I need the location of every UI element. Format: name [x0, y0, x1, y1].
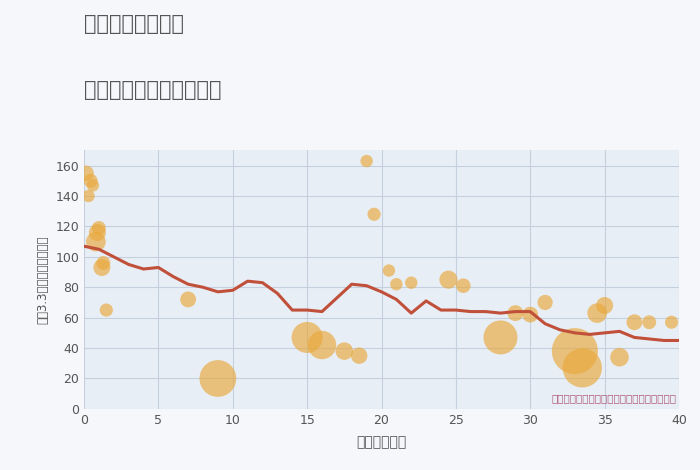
Point [614, 353, 625, 361]
Point [629, 319, 640, 326]
Point [458, 282, 469, 290]
Point [96, 264, 108, 271]
Point [361, 157, 372, 165]
Point [577, 364, 588, 372]
Y-axis label: 坪（3.3㎡）単価（万円）: 坪（3.3㎡）単価（万円） [36, 235, 50, 324]
Point [212, 375, 223, 382]
Point [93, 224, 104, 232]
Point [406, 279, 417, 286]
Point [495, 334, 506, 341]
Point [592, 309, 603, 317]
Point [80, 170, 92, 177]
Point [510, 309, 521, 317]
Text: 円の大きさは、取引のあった物件面積を示す: 円の大きさは、取引のあった物件面積を示す [551, 393, 676, 403]
Point [368, 211, 379, 218]
Point [599, 302, 610, 309]
Point [569, 347, 580, 355]
Point [85, 177, 97, 185]
Point [644, 319, 655, 326]
Point [98, 259, 109, 266]
Point [302, 334, 313, 341]
Point [354, 352, 365, 360]
Point [525, 311, 536, 318]
X-axis label: 築年数（年）: 築年数（年） [356, 435, 407, 449]
Point [101, 306, 112, 314]
Text: 愛知県南桜井駅の: 愛知県南桜井駅の [84, 14, 184, 34]
Point [183, 296, 194, 303]
Point [83, 192, 94, 200]
Point [92, 229, 103, 236]
Point [391, 281, 402, 288]
Point [384, 267, 395, 274]
Point [88, 181, 99, 189]
Point [316, 341, 328, 349]
Point [666, 319, 677, 326]
Point [339, 347, 350, 355]
Point [443, 276, 454, 283]
Text: 築年数別中古戸建て価格: 築年数別中古戸建て価格 [84, 80, 221, 100]
Point [540, 299, 551, 306]
Point [90, 238, 101, 245]
